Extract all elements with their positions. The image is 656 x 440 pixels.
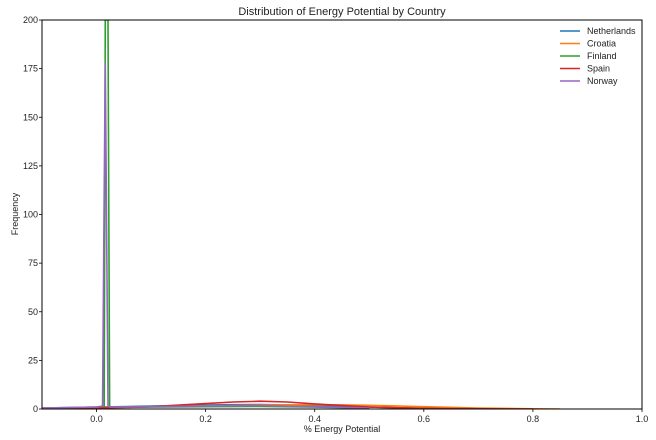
y-tick-label: 125 (23, 161, 38, 171)
y-tick-label: 175 (23, 64, 38, 74)
y-axis: 0 25 50 75 100 125 150 175 200 (23, 15, 42, 414)
y-tick-label: 100 (23, 210, 38, 220)
x-axis: 0.0 0.2 0.4 0.6 0.8 1.0 (90, 409, 648, 424)
x-tick-label: 0.2 (199, 414, 212, 424)
series-line-norway (42, 61, 370, 409)
x-tick-label: 0.8 (527, 414, 540, 424)
legend-label-finland: Finland (587, 51, 617, 61)
legend-label-croatia: Croatia (587, 39, 616, 49)
legend-label-norway: Norway (587, 76, 618, 86)
legend: Netherlands Croatia Finland Spain Norway (560, 26, 636, 86)
y-tick-label: 50 (28, 307, 38, 317)
x-axis-label: % Energy Potential (304, 424, 381, 434)
y-tick-label: 150 (23, 112, 38, 122)
y-tick-label: 0 (33, 404, 38, 414)
plot-area (42, 20, 561, 409)
y-tick-label: 75 (28, 258, 38, 268)
y-tick-label: 25 (28, 355, 38, 365)
legend-label-spain: Spain (587, 64, 610, 74)
x-tick-label: 0.0 (90, 414, 103, 424)
legend-label-netherlands: Netherlands (587, 26, 636, 36)
x-tick-label: 0.6 (418, 414, 431, 424)
x-tick-label: 1.0 (636, 414, 649, 424)
x-tick-label: 0.4 (308, 414, 321, 424)
chart-title: Distribution of Energy Potential by Coun… (238, 6, 446, 18)
y-tick-label: 200 (23, 15, 38, 25)
plot-frame (41, 19, 643, 410)
y-axis-label: Frequency (10, 192, 20, 235)
series-line-finland (42, 20, 370, 409)
